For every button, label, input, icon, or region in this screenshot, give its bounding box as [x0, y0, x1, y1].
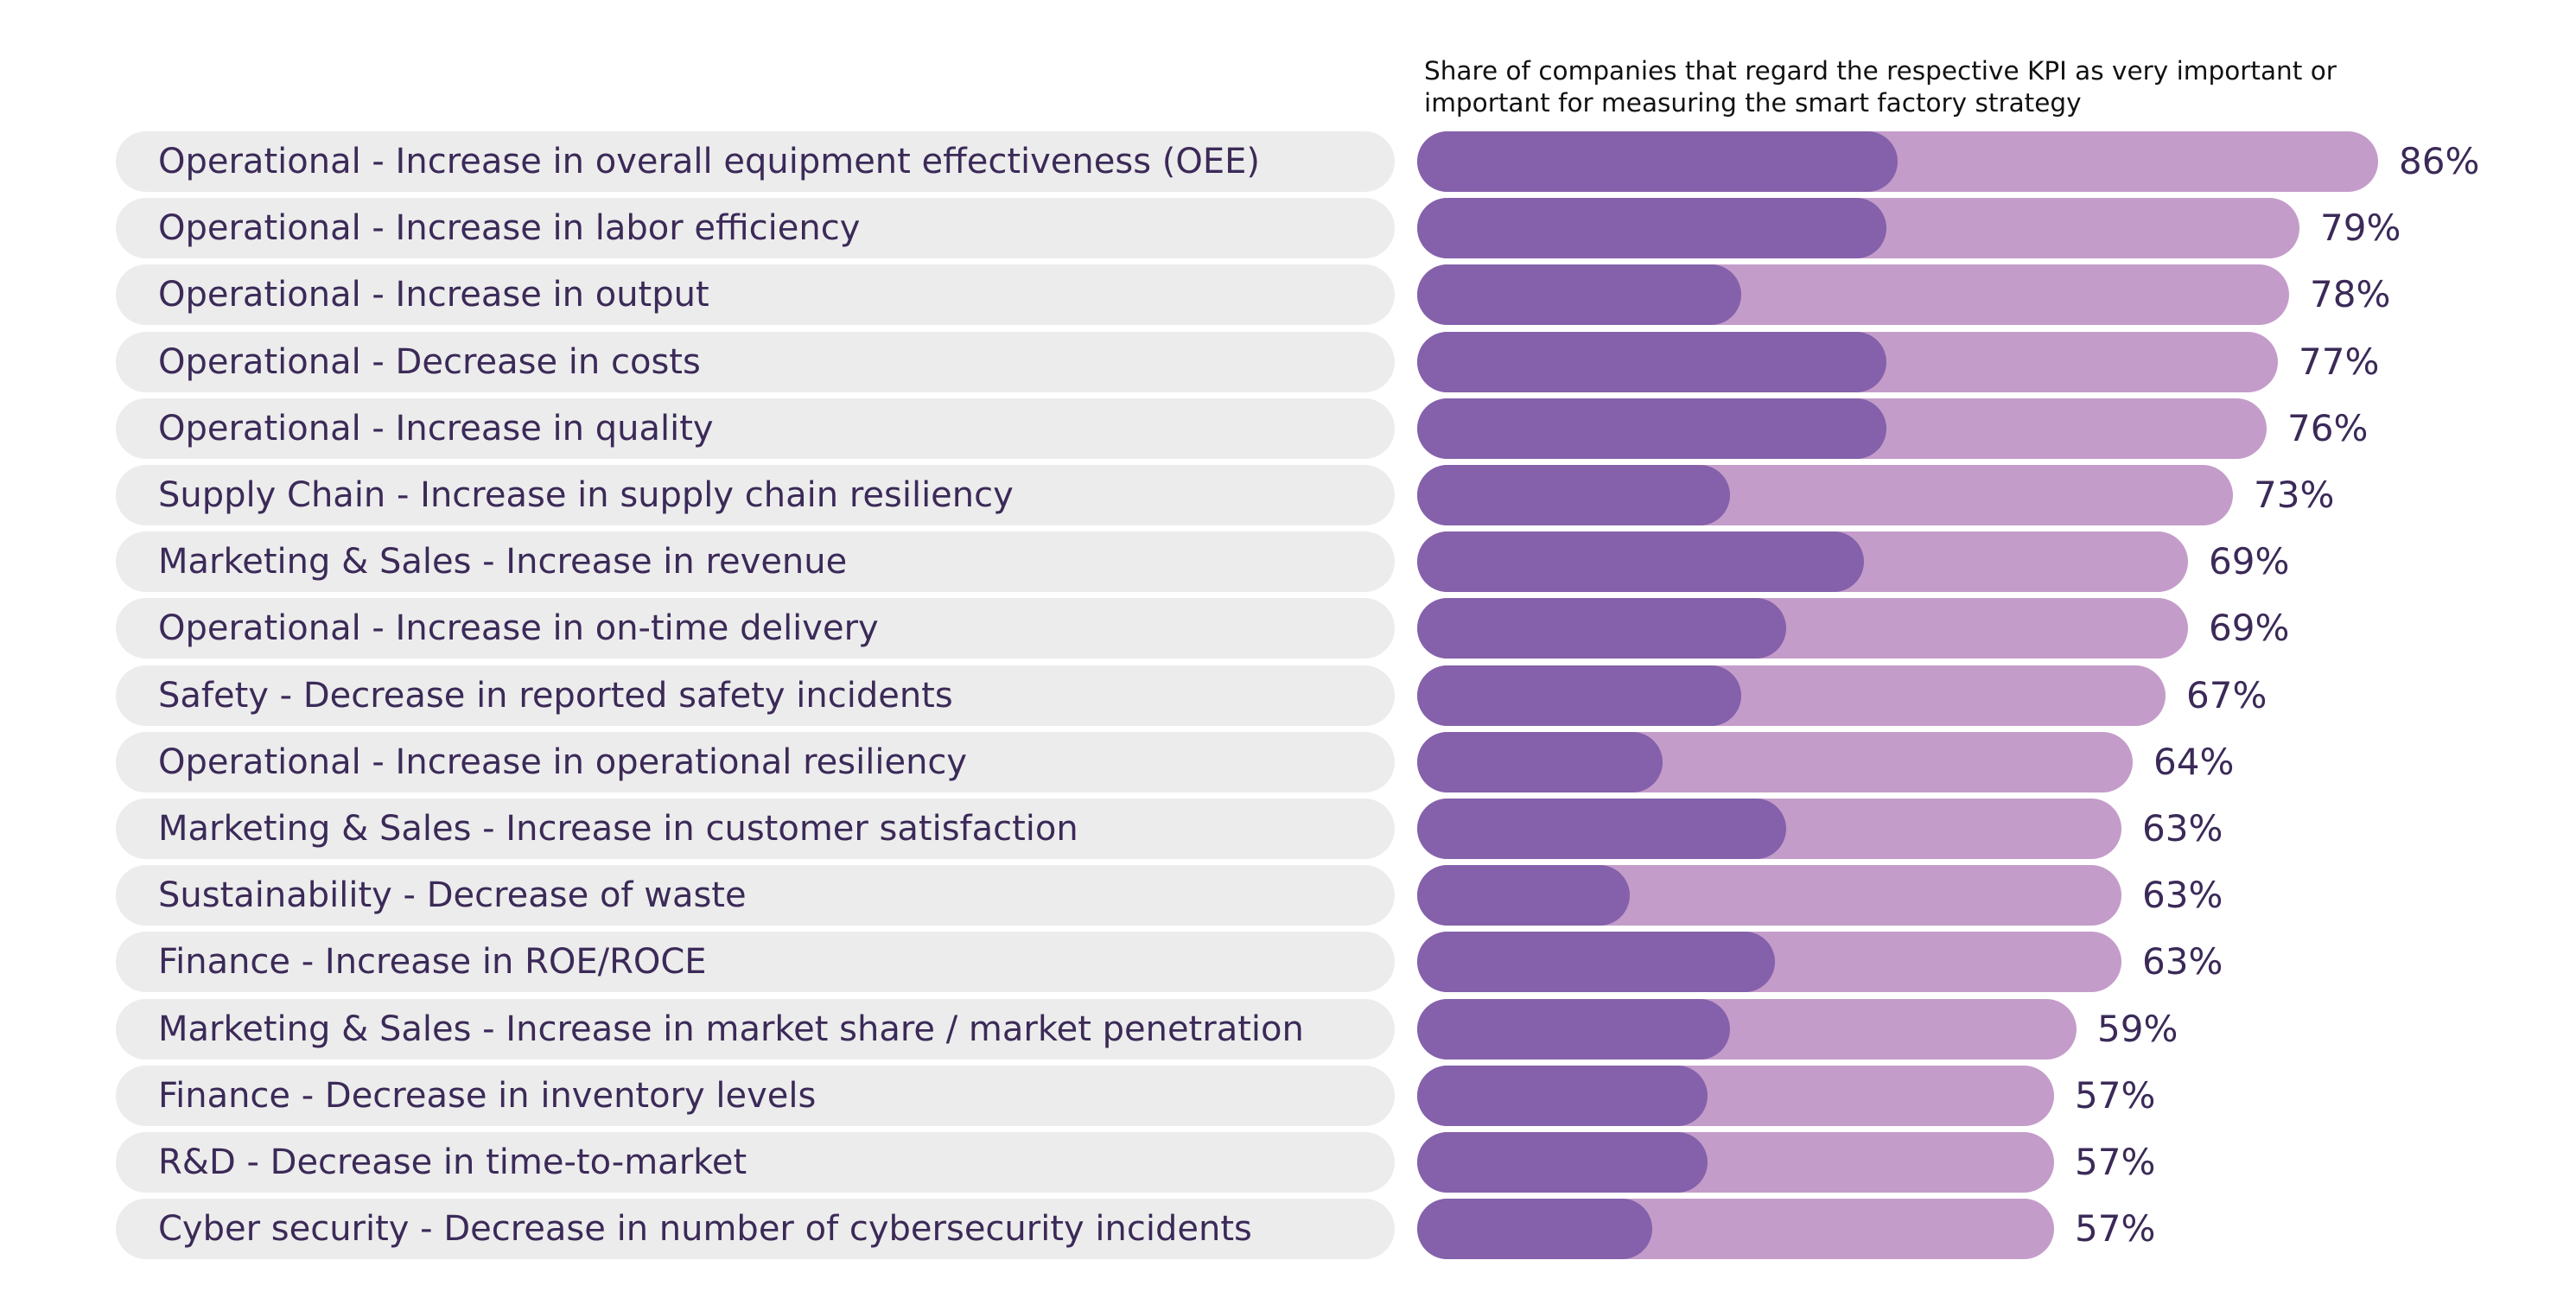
- value-label: 79%: [2320, 207, 2401, 249]
- bar-strong: [1417, 131, 1898, 192]
- category-label: Operational - Increase in quality: [158, 409, 714, 449]
- value-label: 63%: [2142, 874, 2223, 916]
- value-label: 69%: [2209, 540, 2290, 582]
- bar-strong: [1417, 999, 1730, 1060]
- value-label: 86%: [2399, 140, 2480, 182]
- bar-strong: [1417, 598, 1786, 659]
- category-pill: [116, 398, 1395, 459]
- value-label: 69%: [2209, 607, 2290, 649]
- category-pill: [116, 264, 1395, 325]
- category-pill: [116, 531, 1395, 592]
- category-pill: [116, 465, 1395, 525]
- category-pill: [116, 332, 1395, 392]
- value-label: 57%: [2075, 1207, 2156, 1250]
- category-label: Marketing & Sales - Increase in customer…: [158, 809, 1078, 849]
- category-pill: [116, 598, 1395, 659]
- value-label: 63%: [2142, 940, 2223, 983]
- category-label: Marketing & Sales - Increase in market s…: [158, 1009, 1304, 1049]
- bar-strong: [1417, 198, 1886, 258]
- category-pill: [116, 131, 1395, 192]
- category-label: Operational - Increase in output: [158, 275, 709, 315]
- category-label: Cyber security - Decrease in number of c…: [158, 1209, 1252, 1249]
- category-label: Finance - Decrease in inventory levels: [158, 1076, 817, 1116]
- value-label: 63%: [2142, 807, 2223, 850]
- bar-strong: [1417, 865, 1630, 926]
- value-label: 77%: [2299, 340, 2380, 383]
- category-pill: [116, 1199, 1395, 1259]
- category-pill: [116, 1132, 1395, 1193]
- category-label: Operational - Decrease in costs: [158, 342, 701, 382]
- category-pill: [116, 799, 1395, 859]
- value-label: 78%: [2310, 273, 2391, 315]
- category-label: Supply Chain - Increase in supply chain …: [158, 475, 1014, 515]
- bar-strong: [1417, 465, 1730, 525]
- category-pill: [116, 932, 1395, 992]
- bar-strong: [1417, 531, 1864, 592]
- category-pill: [116, 1066, 1395, 1126]
- bar-strong: [1417, 799, 1786, 859]
- value-label: 76%: [2287, 407, 2369, 449]
- value-label: 64%: [2153, 741, 2235, 783]
- value-label: 73%: [2254, 474, 2335, 516]
- category-pill: [116, 732, 1395, 792]
- value-label: 57%: [2075, 1141, 2156, 1183]
- value-label: 59%: [2097, 1008, 2178, 1050]
- bar-strong: [1417, 1199, 1652, 1259]
- category-pill: [116, 665, 1395, 726]
- bar-strong: [1417, 264, 1741, 325]
- category-pill: [116, 865, 1395, 926]
- category-label: Safety - Decrease in reported safety inc…: [158, 676, 953, 716]
- category-label: Marketing & Sales - Increase in revenue: [158, 542, 848, 582]
- category-label: Sustainability - Decrease of waste: [158, 875, 747, 915]
- category-pill: [116, 198, 1395, 258]
- bar-strong: [1417, 932, 1775, 992]
- bar-strong: [1417, 398, 1886, 459]
- bar-strong: [1417, 732, 1663, 792]
- bar-strong: [1417, 1132, 1708, 1193]
- bar-strong: [1417, 1066, 1708, 1126]
- category-pill: [116, 999, 1395, 1060]
- category-label: R&D - Decrease in time-to-market: [158, 1142, 747, 1182]
- chart-title: Share of companies that regard the respe…: [1424, 56, 2337, 118]
- value-label: 57%: [2075, 1074, 2156, 1117]
- bar-strong: [1417, 665, 1741, 726]
- category-label: Operational - Increase in labor efficien…: [158, 208, 861, 248]
- value-label: 67%: [2186, 674, 2268, 716]
- category-label: Operational - Increase in overall equipm…: [158, 142, 1260, 181]
- category-label: Finance - Increase in ROE/ROCE: [158, 942, 707, 982]
- category-label: Operational - Increase in operational re…: [158, 742, 968, 782]
- category-label: Operational - Increase in on-time delive…: [158, 608, 879, 648]
- bar-strong: [1417, 332, 1886, 392]
